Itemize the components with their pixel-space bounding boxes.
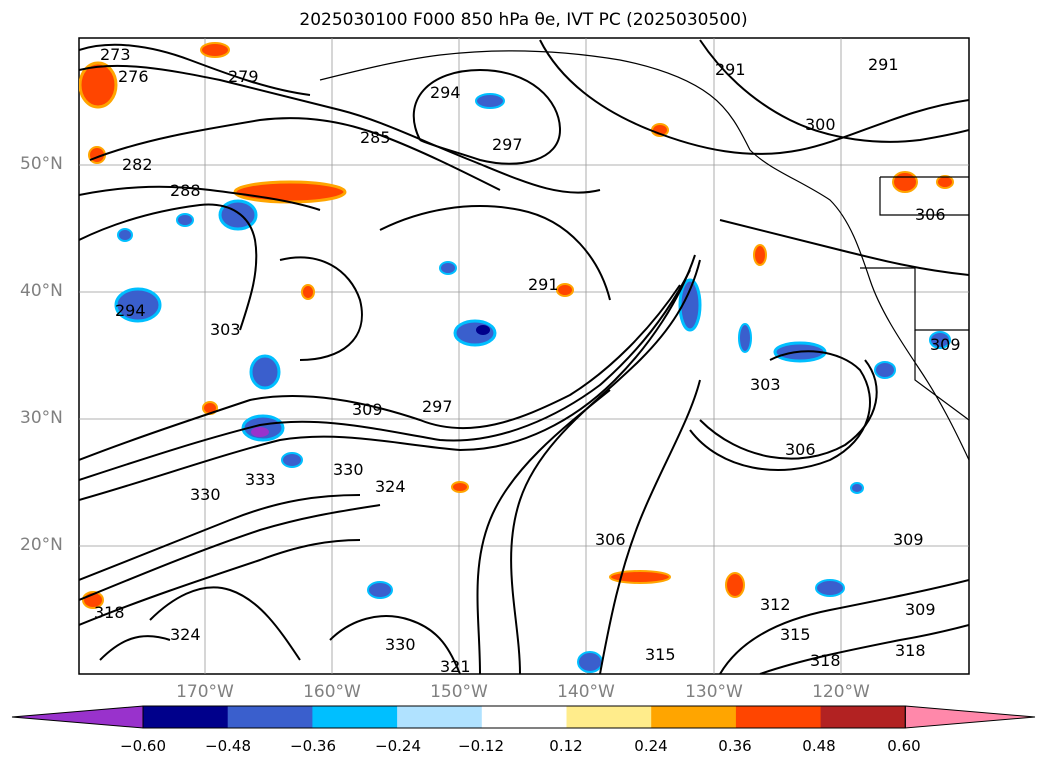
contour-label: 291 <box>715 60 746 79</box>
contour-label: 276 <box>118 67 149 86</box>
map-title: 2025030100 F000 850 hPa θe, IVT PC (2025… <box>299 10 748 30</box>
lon-label: 140°W <box>557 682 615 702</box>
contour-label: 315 <box>780 625 811 644</box>
colorbar-segment <box>143 706 229 728</box>
contour-label: 279 <box>228 67 259 86</box>
theta-e-contours <box>79 39 969 674</box>
colorbar-segment <box>397 706 483 728</box>
colorbar-segment <box>227 706 313 728</box>
lon-label: 130°W <box>685 682 743 702</box>
contour-label: 291 <box>868 55 899 74</box>
lat-label: 40°N <box>20 281 63 301</box>
ivt-shading <box>79 42 954 673</box>
colorbar-tick: 0.48 <box>802 737 836 755</box>
coastline <box>319 50 969 461</box>
contour-label: 309 <box>893 530 924 549</box>
contour-label: 291 <box>528 275 559 294</box>
contour-label: 306 <box>785 440 816 459</box>
contour-label: 309 <box>930 335 961 354</box>
colorbar-extend-max <box>904 705 1036 729</box>
contour-label: 315 <box>645 645 676 664</box>
lon-label: 170°W <box>176 682 234 702</box>
contour-label: 294 <box>115 301 146 320</box>
colorbar-outline <box>142 705 906 729</box>
contour-label: 324 <box>375 477 406 496</box>
contour-label: 330 <box>190 485 221 504</box>
colorbar-tick: 0.24 <box>634 737 668 755</box>
colorbar-tick: −0.48 <box>205 737 251 755</box>
contour-labels: 273 276 279 282 285 288 291 294 297 300 … <box>94 45 961 676</box>
contour-label: 333 <box>245 470 276 489</box>
contour-label: 318 <box>895 641 926 660</box>
contour-label: 273 <box>100 45 131 64</box>
contour-label: 330 <box>385 635 416 654</box>
lon-label: 160°W <box>303 682 361 702</box>
contour-label: 303 <box>750 375 781 394</box>
contour-label: 297 <box>492 135 523 154</box>
lat-label: 50°N <box>20 154 63 174</box>
lat-label: 30°N <box>20 408 63 428</box>
lon-label: 120°W <box>812 682 870 702</box>
contour-label: 282 <box>122 155 153 174</box>
colorbar-segment <box>735 706 822 728</box>
colorbar-segment <box>312 706 398 728</box>
contour-label: 297 <box>422 397 453 416</box>
contour-label: 306 <box>595 530 626 549</box>
colorbar-tick: 0.36 <box>718 737 752 755</box>
colorbar-tick: −0.36 <box>290 737 336 755</box>
contour-label: 324 <box>170 625 201 644</box>
lon-label: 150°W <box>430 682 488 702</box>
colorbar-segment <box>481 706 567 728</box>
contour-label: 309 <box>905 600 936 619</box>
contour-label: 285 <box>360 128 391 147</box>
colorbar-tick: 0.12 <box>549 737 583 755</box>
contour-label: 318 <box>810 651 841 670</box>
colorbar-extend-min <box>11 705 144 729</box>
contour-label: 312 <box>760 595 791 614</box>
contour-label: 321 <box>440 657 471 676</box>
lat-label: 20°N <box>20 535 63 555</box>
graticule <box>79 38 969 674</box>
colorbar-segment <box>820 706 906 728</box>
colorbar-tick: 0.60 <box>887 737 921 755</box>
colorbar-tick: −0.24 <box>375 737 421 755</box>
contour-label: 288 <box>170 181 201 200</box>
colorbar-segment <box>651 706 737 728</box>
colorbar-segment <box>566 706 652 728</box>
colorbar <box>11 705 1036 729</box>
contour-label: 294 <box>430 83 461 102</box>
colorbar-tick: −0.60 <box>120 737 166 755</box>
colorbar-tick: −0.12 <box>458 737 504 755</box>
contour-label: 300 <box>805 115 836 134</box>
contour-label: 309 <box>352 400 383 419</box>
contour-label: 318 <box>94 603 125 622</box>
contour-label: 303 <box>210 320 241 339</box>
contour-label: 306 <box>915 205 946 224</box>
contour-label: 330 <box>333 460 364 479</box>
